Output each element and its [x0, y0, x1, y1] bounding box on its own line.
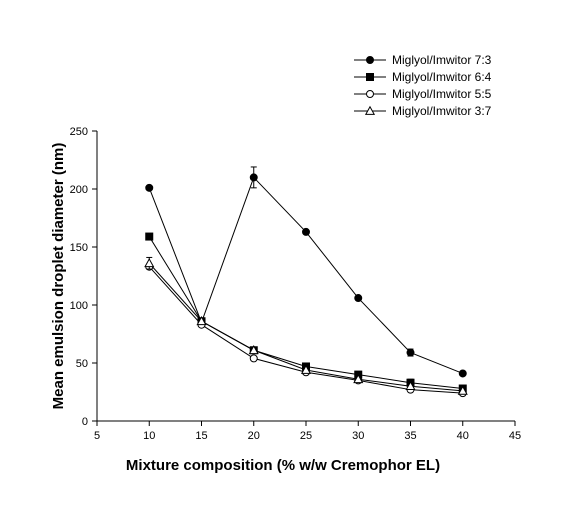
y-tick-label: 250 [70, 126, 88, 138]
axes [96, 131, 515, 422]
x-tick-label: 10 [143, 430, 155, 442]
series-line-0 [148, 176, 463, 374]
data-point [249, 173, 258, 182]
data-point [300, 364, 312, 374]
legend-item-2: Miglyol/Imwitor 5:5 [354, 87, 492, 101]
data-point [302, 227, 310, 236]
data-point [405, 380, 416, 391]
y-tick-label: 0 [82, 416, 88, 428]
x-tick-label: 45 [509, 430, 521, 442]
data-point [145, 183, 154, 192]
data-point [354, 294, 363, 303]
data-point [249, 354, 258, 363]
y-tick-label: 50 [76, 358, 88, 370]
y-tick-label: 150 [70, 242, 88, 254]
series-3 [144, 256, 468, 395]
x-tick-label: 15 [195, 430, 207, 442]
series-2 [145, 262, 467, 398]
series-0 [145, 166, 467, 378]
y-tick-label: 100 [70, 300, 88, 312]
data-point [406, 348, 415, 357]
x-tick-label: 35 [404, 430, 416, 442]
data-point [353, 374, 364, 384]
ticks: 5 10 15 20 25 30 35 40 45 0 50 100 150 200 250 [70, 126, 521, 442]
data-point [457, 385, 468, 395]
legend: Miglyol/Imwitor 7:3 Miglyol/Imwitor 6:4 Mi… [354, 53, 492, 118]
legend-label: Miglyol/Imwitor 3:7 [392, 104, 492, 118]
legend-label: Miglyol/Imwitor 6:4 [392, 70, 492, 84]
x-tick-label: 40 [457, 430, 469, 442]
data-point [196, 316, 207, 326]
legend-label: Miglyol/Imwitor 7:3 [392, 53, 492, 67]
x-tick-label: 30 [352, 430, 364, 442]
data-point [458, 369, 467, 378]
legend-item-0: Miglyol/Imwitor 7:3 [354, 53, 492, 67]
y-tick-label: 200 [70, 184, 88, 196]
legend-marker [364, 105, 376, 115]
legend-marker [366, 90, 374, 98]
x-tick-label: 5 [94, 430, 100, 442]
legend-label: Miglyol/Imwitor 5:5 [392, 87, 492, 101]
series-layer [144, 166, 468, 398]
legend-item-1: Miglyol/Imwitor 6:4 [354, 70, 492, 84]
legend-marker [366, 73, 374, 81]
legend-item-3: Miglyol/Imwitor 3:7 [354, 104, 492, 118]
x-axis-title: Mixture composition (% w/w Cremophor EL) [126, 457, 440, 474]
x-tick-label: 25 [300, 430, 312, 442]
y-axis-title: Mean emulsion droplet diameter (nm) [50, 143, 67, 410]
data-point [248, 345, 259, 355]
data-point [145, 232, 154, 241]
legend-marker [366, 56, 374, 64]
x-tick-label: 20 [248, 430, 260, 442]
data-point [144, 258, 155, 268]
